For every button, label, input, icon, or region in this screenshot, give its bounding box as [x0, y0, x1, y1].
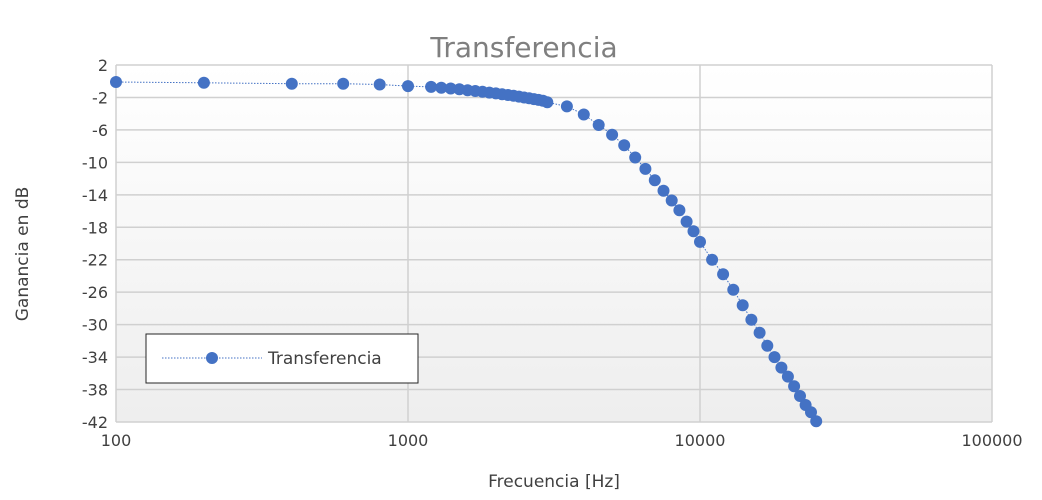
data-point: [373, 78, 386, 91]
y-tick-label: -2: [92, 88, 108, 107]
data-point: [788, 380, 801, 393]
chart-title: Transferencia: [429, 31, 617, 64]
x-tick-label: 10000: [675, 431, 726, 450]
data-point: [402, 80, 414, 93]
data-point: [337, 77, 350, 90]
y-tick-label: -34: [82, 348, 108, 367]
data-point: [444, 82, 457, 95]
x-tick-label: 100: [101, 431, 132, 450]
data-point: [665, 194, 678, 207]
y-tick-label: -22: [82, 251, 108, 270]
data-point: [657, 184, 670, 197]
series-transferencia: [110, 76, 823, 428]
y-tick-label: -10: [82, 153, 108, 172]
y-tick-label: -18: [82, 218, 108, 237]
data-point: [560, 100, 573, 113]
data-point: [694, 235, 706, 248]
data-point: [805, 406, 817, 419]
data-point: [197, 76, 210, 89]
data-point: [775, 361, 788, 374]
data-point: [761, 339, 774, 352]
x-axis-label: Frecuencia [Hz]: [488, 472, 620, 492]
data-point: [435, 81, 448, 94]
legend-label: Transferencia: [267, 349, 382, 369]
y-axis-label: Ganancia en dB: [13, 187, 33, 322]
y-tick-label: -30: [82, 316, 108, 335]
data-point: [577, 108, 590, 121]
data-point: [745, 313, 758, 326]
y-tick-label: -26: [82, 283, 108, 302]
data-point: [110, 76, 122, 88]
legend: Transferencia: [145, 333, 419, 384]
data-point: [673, 204, 686, 217]
y-tick-label: -38: [82, 381, 108, 400]
data-point: [285, 77, 298, 90]
legend-box: [145, 333, 419, 384]
data-point: [629, 151, 642, 164]
data-point: [687, 225, 700, 238]
data-point: [768, 351, 781, 364]
data-point: [639, 162, 652, 175]
y-tick-label: 2: [98, 56, 108, 75]
data-point: [753, 326, 766, 339]
data-point: [541, 96, 554, 109]
data-point: [618, 139, 631, 152]
data-point: [810, 415, 823, 428]
y-tick-label: -6: [92, 121, 108, 140]
y-tick-label: -14: [82, 186, 108, 205]
data-point: [717, 268, 730, 281]
x-tick-label: 1000: [388, 431, 429, 450]
x-tick-label: 100000: [961, 431, 1022, 450]
y-tick-labels: 2 -2 -6 -10 -14 -18 -22 -26 -30 -34 -38 -42: [82, 56, 108, 432]
x-tick-labels: 100 1000 10000 100000: [101, 431, 1023, 450]
data-point: [425, 80, 438, 93]
data-point: [781, 370, 794, 383]
legend-marker: [206, 352, 218, 364]
y-tick-label: -42: [82, 413, 108, 432]
data-point: [606, 128, 619, 141]
data-point: [736, 299, 749, 312]
data-point: [706, 253, 719, 266]
data-point: [727, 283, 740, 296]
data-point: [794, 390, 806, 402]
data-point: [592, 119, 605, 131]
data-point: [680, 215, 693, 228]
data-point: [648, 174, 661, 187]
